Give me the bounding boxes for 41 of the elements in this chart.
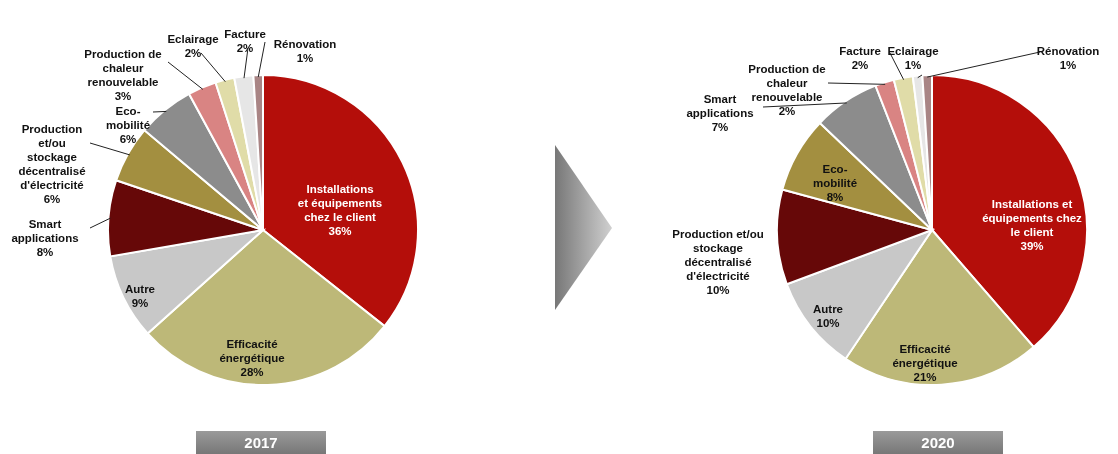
slice-label: Production et/ou stockage décentralisé d'électricité xyxy=(18,123,86,191)
slice-label: Eco-mobilité xyxy=(812,163,858,189)
slice-label: Production de chaleur renouvelable xyxy=(748,63,826,103)
data-label: 2% xyxy=(851,59,869,71)
data-label: 10% xyxy=(706,284,730,296)
slice-label: Rénovation xyxy=(273,38,337,50)
data-label: 8% xyxy=(36,246,54,258)
data-label: 10% xyxy=(816,317,840,329)
data-label: 6% xyxy=(43,193,61,205)
data-label: 36% xyxy=(328,225,352,237)
data-label: 9% xyxy=(131,297,149,309)
text: 2017 xyxy=(196,431,326,454)
data-label: 8% xyxy=(826,191,844,203)
slice-label: Installations et équipements chez le client xyxy=(297,183,383,223)
slice-label: Eclairage xyxy=(887,45,939,57)
data-label: 2% xyxy=(184,47,202,59)
data-label: 21% xyxy=(913,371,937,383)
data-label: 2% xyxy=(778,105,796,117)
data-label: 1% xyxy=(296,52,314,64)
slice-label: Production de chaleur renouvelable xyxy=(84,48,162,88)
slice-label: Autre xyxy=(812,303,844,315)
data-label: 7% xyxy=(711,121,729,133)
slice-label: Smart applications xyxy=(11,218,79,244)
slice-label: Installations et équipements chez le client xyxy=(982,198,1083,238)
data-label: 39% xyxy=(1020,240,1044,252)
slice-label: Eclairage xyxy=(167,33,219,45)
slice-label: Rénovation xyxy=(1036,45,1100,57)
data-label: 2% xyxy=(236,42,254,54)
slice-label: Efficacité énergétique xyxy=(892,343,958,369)
data-label: 1% xyxy=(904,59,922,71)
slice-label: Production et/ou stockage décentralisé d'électricité xyxy=(672,228,764,282)
slice-label: Eco-mobilité xyxy=(105,105,151,131)
data-label: 28% xyxy=(240,366,264,378)
text: 2020 xyxy=(873,431,1003,454)
slice-label: Efficacité énergétique xyxy=(219,338,285,364)
data-label: 6% xyxy=(119,133,137,145)
slice-label: Autre xyxy=(124,283,156,295)
slice-label: Facture xyxy=(224,28,266,40)
data-label: 1% xyxy=(1059,59,1077,71)
slice-label: Facture xyxy=(839,45,881,57)
data-label: 3% xyxy=(114,90,132,102)
